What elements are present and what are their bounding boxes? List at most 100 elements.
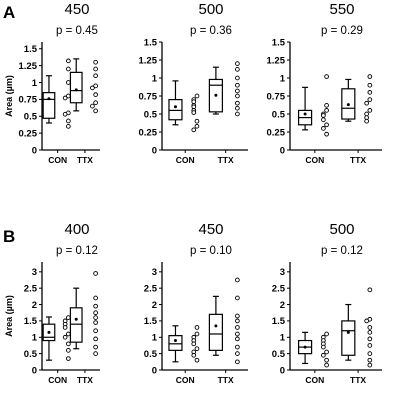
series-con: CON xyxy=(42,315,71,385)
data-point xyxy=(235,93,240,99)
series-con: CON xyxy=(297,74,329,165)
mean-marker xyxy=(173,339,177,343)
y-tick-label: 1.25 xyxy=(19,61,38,72)
data-point xyxy=(367,325,373,330)
y-tick-label: 0.5 xyxy=(272,109,286,120)
data-point xyxy=(66,118,71,124)
panel-label-a: A xyxy=(3,3,15,22)
data-point xyxy=(93,73,98,79)
data-point xyxy=(93,315,98,320)
data-point xyxy=(66,58,71,64)
data-point xyxy=(194,331,200,337)
mean-marker xyxy=(47,330,51,334)
y-tick-label: 1 xyxy=(152,333,158,344)
data-point xyxy=(93,328,98,334)
data-point xyxy=(367,351,373,356)
y-tick-label: 2 xyxy=(152,300,157,311)
data-point xyxy=(93,108,98,114)
data-point xyxy=(235,61,240,66)
data-point xyxy=(191,110,197,115)
data-point xyxy=(367,90,373,95)
data-point xyxy=(62,334,68,340)
data-point xyxy=(235,67,240,72)
mean-marker xyxy=(303,345,307,349)
mean-marker xyxy=(346,330,350,334)
y-axis-label: Area (µm) xyxy=(4,75,14,117)
box-iqr xyxy=(42,323,56,342)
data-point xyxy=(93,303,98,309)
y-tick-label: 0 xyxy=(32,145,37,156)
x-category-label: CON xyxy=(48,155,67,165)
series-con: CON xyxy=(297,331,329,385)
y-tick-label: 0 xyxy=(32,365,37,376)
charts-group: 450 p = 0.45 0 0.25 0.5 0.75 1 1.25 1.5 Area (µm)… xyxy=(4,1,382,385)
series-con: CON xyxy=(168,80,200,165)
data-point xyxy=(194,118,200,124)
data-point xyxy=(321,344,326,350)
data-point xyxy=(324,349,329,355)
y-tick-label: 1.5 xyxy=(144,37,158,48)
data-point xyxy=(93,344,98,350)
series-ttx: TTX xyxy=(69,58,98,165)
y-tick-label: 2.5 xyxy=(144,283,158,294)
y-tick-label: 1 xyxy=(280,73,286,84)
data-point xyxy=(324,122,329,128)
x-category-label: CON xyxy=(176,155,195,165)
y-tick-label: 3 xyxy=(152,267,157,278)
data-point xyxy=(191,341,197,347)
series-ttx: TTX xyxy=(208,277,240,385)
y-tick-label: 0.5 xyxy=(272,349,286,360)
data-point xyxy=(321,113,326,118)
data-point xyxy=(235,344,240,350)
box-iqr xyxy=(42,92,56,119)
chart-title: 500 xyxy=(198,1,223,18)
data-point xyxy=(194,346,200,352)
chart-a-2: 550 p = 0.29 0 0.25 0.5 0.75 1 1.25 1.5 CON TTX xyxy=(267,1,382,165)
data-point xyxy=(93,59,98,65)
box-iqr xyxy=(69,71,83,104)
data-point xyxy=(93,320,98,325)
data-point xyxy=(93,271,98,276)
data-point xyxy=(93,295,98,301)
data-point xyxy=(324,362,329,368)
series-con: CON xyxy=(168,325,200,385)
y-tick-label: 0.5 xyxy=(144,349,158,360)
box-iqr xyxy=(168,98,183,121)
chart-title: 400 xyxy=(64,221,89,238)
data-point xyxy=(235,105,240,111)
chart-title: 550 xyxy=(329,1,354,18)
y-tick-label: 1.5 xyxy=(272,37,286,48)
chart-title: 450 xyxy=(64,1,89,18)
mean-marker xyxy=(47,97,51,101)
p-value-annotation: p = 0.29 xyxy=(321,25,363,37)
y-tick-label: 0.5 xyxy=(144,109,158,120)
data-point xyxy=(66,341,71,347)
series-ttx: TTX xyxy=(208,61,240,165)
series-ttx: TTX xyxy=(341,287,373,385)
x-category-label: CON xyxy=(48,375,67,385)
y-tick-label: 1.25 xyxy=(267,55,286,66)
chart-a-0: 450 p = 0.45 0 0.25 0.5 0.75 1 1.25 1.5 Area (µm)… xyxy=(4,1,100,165)
data-point xyxy=(367,108,373,113)
mean-marker xyxy=(74,88,78,92)
data-point xyxy=(235,336,240,342)
y-tick-label: 0 xyxy=(280,145,285,156)
data-point xyxy=(66,331,71,337)
x-category-label: TTX xyxy=(77,375,93,385)
data-point xyxy=(235,277,240,283)
data-point xyxy=(367,74,373,79)
data-point xyxy=(93,351,98,356)
box-iqr xyxy=(168,335,183,351)
data-point xyxy=(62,95,68,101)
p-value-annotation: p = 0.10 xyxy=(190,245,232,257)
chart-b-4: 450 p = 0.10 0 0.5 1 1.5 2 2.5 3 CON TTX xyxy=(144,221,248,385)
data-point xyxy=(93,83,98,89)
y-tick-label: 0.5 xyxy=(24,349,38,360)
data-point xyxy=(364,318,369,324)
data-point xyxy=(321,352,326,358)
y-tick-label: 0 xyxy=(152,365,157,376)
data-point xyxy=(324,131,329,137)
y-tick-label: 0.75 xyxy=(139,91,158,102)
box-iqr xyxy=(69,307,83,343)
